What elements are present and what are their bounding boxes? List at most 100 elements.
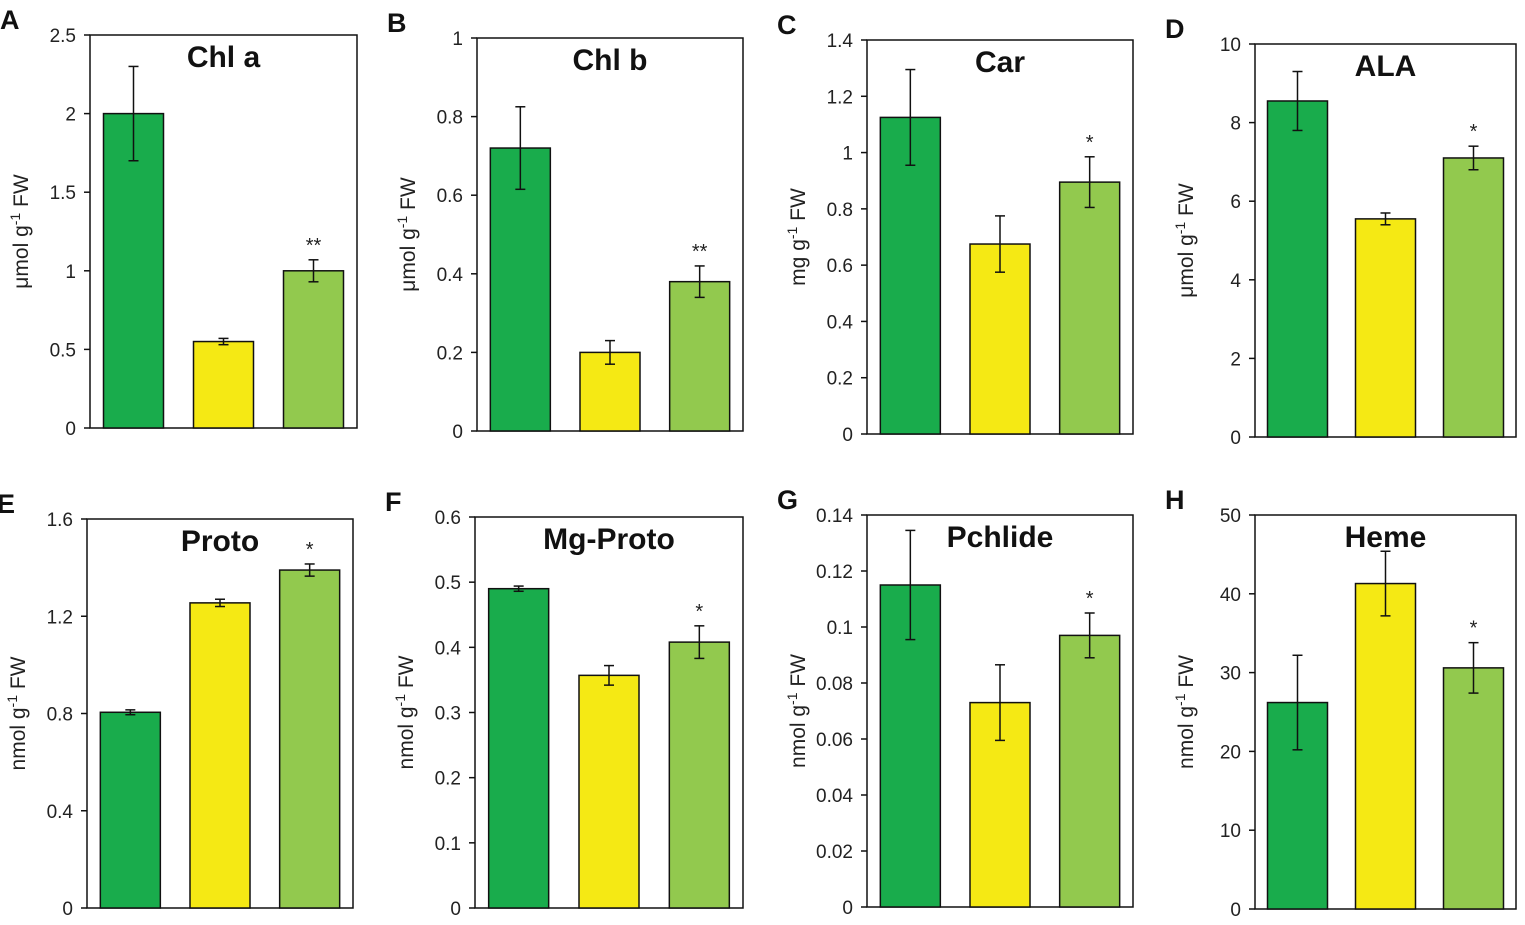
bar-group-2 <box>1354 582 1417 910</box>
y-tick-label: 0 <box>62 899 73 920</box>
bar-group-3 <box>1058 634 1121 908</box>
y-tick-label: 0.4 <box>435 638 462 659</box>
y-axis-label-suffix: FW <box>395 655 418 694</box>
bar-group-3 <box>668 641 731 909</box>
bar-group-3 <box>278 569 341 909</box>
panel-letter: H <box>1165 485 1185 515</box>
y-tick-label: 0.4 <box>47 802 74 823</box>
bar-group-1 <box>99 711 162 909</box>
y-axis-label: μmol g-1 FW <box>394 177 420 292</box>
significance-marker: * <box>1470 121 1478 143</box>
y-tick-label: 0.1 <box>435 834 461 855</box>
panel-f: 0 0.1 0.2 0.3 0.4 0.5 0.6 F Mg-Proto nmol g-1 FW * <box>385 487 744 920</box>
significance-marker: ** <box>692 241 708 263</box>
y-tick-label: 0.8 <box>47 705 73 726</box>
y-axis-label-suffix: FW <box>7 656 30 695</box>
panel-title: Car <box>975 46 1025 79</box>
y-tick-label: 1.4 <box>827 31 854 52</box>
y-axis-label-unit: μmol g <box>1175 234 1198 297</box>
y-axis-label-unit: mg g <box>787 239 810 286</box>
y-tick-label: 0.6 <box>827 256 853 277</box>
y-tick-label: 0.8 <box>827 200 853 221</box>
bar-group-3 <box>282 270 345 429</box>
panel-title: ALA <box>1355 50 1417 83</box>
y-axis-label-suffix: FW <box>397 177 420 216</box>
bar-group-1 <box>489 147 552 432</box>
y-axis-label-superscript: -1 <box>394 216 410 229</box>
panel-title: Heme <box>1345 521 1427 554</box>
y-axis-label: μmol g-1 FW <box>1172 183 1198 298</box>
y-axis-label-unit: nmol g <box>7 707 30 770</box>
y-tick-label: 0.2 <box>827 369 853 390</box>
significance-marker: * <box>1086 132 1094 154</box>
y-tick-label: 0.4 <box>827 312 854 333</box>
y-axis-label: mg g-1 FW <box>784 188 810 286</box>
y-tick-label: 20 <box>1220 742 1241 763</box>
y-tick-label: 1.6 <box>47 510 73 531</box>
bar-group-2 <box>192 340 255 429</box>
y-tick-label: 0.2 <box>437 343 463 364</box>
bar-group-3 <box>1058 181 1121 435</box>
y-axis-label-superscript: -1 <box>1172 693 1188 706</box>
y-tick-label: 2 <box>65 105 76 126</box>
panel-letter: B <box>387 8 407 38</box>
y-axis-label-superscript: -1 <box>4 695 20 708</box>
y-tick-label: 0.08 <box>816 674 853 695</box>
panel-letter: E <box>0 489 15 519</box>
panel-letter: D <box>1165 14 1185 44</box>
y-tick-label: 0.02 <box>816 842 853 863</box>
y-tick-label: 0.4 <box>437 265 464 286</box>
y-tick-label: 1 <box>65 262 76 283</box>
y-axis-label-superscript: -1 <box>784 226 800 239</box>
y-tick-label: 0 <box>842 898 853 919</box>
y-tick-label: 1 <box>842 144 853 165</box>
panel-letter: C <box>777 10 797 40</box>
y-tick-label: 0.6 <box>435 508 461 529</box>
y-axis-label-suffix: FW <box>10 174 33 213</box>
y-axis-label-superscript: -1 <box>1172 222 1188 235</box>
y-tick-label: 0 <box>65 419 76 440</box>
y-tick-label: 0.3 <box>435 704 461 725</box>
y-tick-label: 0.8 <box>437 108 463 129</box>
y-tick-label: 1.2 <box>827 87 853 108</box>
panel-d: 0 2 4 6 8 10 D ALA μmol g-1 FW * <box>1165 14 1517 449</box>
y-axis-label-suffix: FW <box>1175 655 1198 694</box>
y-tick-label: 1 <box>452 29 463 50</box>
panel-e: 0 0.4 0.8 1.2 1.6 E Proto nmol g-1 FW * <box>0 489 354 920</box>
y-tick-label: 6 <box>1230 192 1241 213</box>
y-axis-label-unit: μmol g <box>397 228 420 291</box>
y-tick-label: 0.06 <box>816 730 853 751</box>
bar-group-1 <box>1266 100 1329 438</box>
y-tick-label: 8 <box>1230 114 1241 135</box>
bar-group-3 <box>1442 667 1505 910</box>
y-axis-label: nmol g-1 FW <box>1172 655 1198 769</box>
significance-marker: * <box>695 601 703 623</box>
panel-g: 0 0.02 0.04 0.06 0.08 0.1 0.12 0.14 G Pchlide nmol… <box>777 485 1134 919</box>
y-tick-label: 4 <box>1230 271 1241 292</box>
bar-group-1 <box>879 116 942 435</box>
panel-title: Proto <box>181 525 259 558</box>
significance-marker: * <box>306 539 314 561</box>
panel-title: Chl b <box>573 44 648 77</box>
bar-group-2 <box>579 351 641 432</box>
y-tick-label: 0.6 <box>437 186 463 207</box>
y-tick-label: 0.5 <box>435 573 461 594</box>
panel-c: 0 0.2 0.4 0.6 0.8 1 1.2 1.4 C Car mg g-1 FW * <box>777 10 1134 446</box>
y-tick-label: 10 <box>1220 35 1241 56</box>
significance-marker: * <box>1086 588 1094 610</box>
y-axis-label-unit: nmol g <box>1175 706 1198 769</box>
y-axis-label: nmol g-1 FW <box>784 654 810 768</box>
panel-b: 0 0.2 0.4 0.6 0.8 1 B Chl b μmol g-1 FW ** <box>387 8 744 443</box>
y-tick-label: 1.2 <box>47 607 73 628</box>
y-axis-label-unit: μmol g <box>10 225 33 288</box>
panel-title: Chl a <box>187 41 261 74</box>
bar-group-3 <box>1442 157 1505 438</box>
y-tick-label: 0.12 <box>816 562 853 583</box>
y-tick-label: 2.5 <box>50 26 76 47</box>
y-tick-label: 0 <box>450 899 461 920</box>
y-axis-label-suffix: FW <box>787 188 810 227</box>
panel-letter: A <box>0 5 20 35</box>
y-tick-label: 0.5 <box>50 340 76 361</box>
y-tick-label: 0 <box>452 422 463 443</box>
